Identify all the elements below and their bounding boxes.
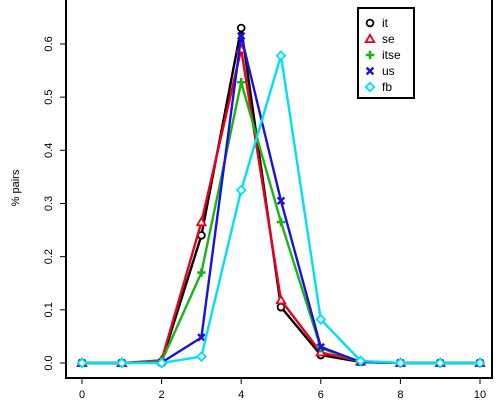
plot-area [65, 0, 493, 379]
data-point-fb [235, 184, 247, 196]
data-point-fb [76, 357, 88, 369]
legend-marker-fb [364, 81, 376, 93]
x-tick-label: 0 [79, 389, 85, 401]
data-point-us [236, 31, 246, 41]
data-point-se [275, 294, 287, 305]
data-point-fb [434, 357, 446, 369]
legend-label-itse: itse [382, 48, 401, 62]
legend-marker-se [364, 32, 376, 44]
data-point-se [195, 216, 208, 227]
x-axis: 0 2 4 6 8 10 [79, 378, 486, 401]
y-tick-label: 0.1 [43, 302, 55, 317]
plot-frame [65, 0, 493, 379]
series-fb [76, 50, 486, 369]
data-point-it [236, 23, 246, 33]
legend-label-se: se [382, 32, 395, 46]
y-tick-label: 0.6 [43, 36, 55, 51]
x-tick-label: 4 [238, 389, 244, 401]
data-point-us [316, 342, 326, 352]
x-tick-label: 6 [318, 389, 324, 401]
series-layer [76, 23, 486, 369]
y-tick-label: 0.4 [43, 143, 55, 158]
data-point-us [276, 196, 286, 206]
data-point-itse [276, 217, 286, 227]
data-point-fb [156, 357, 168, 369]
series-line-it [82, 26, 480, 365]
legend-marker-it [365, 18, 375, 28]
legend-marker-itse [365, 50, 375, 60]
legend-label-it: it [382, 16, 389, 30]
data-point-itse [197, 268, 206, 277]
y-tick-label: 0.5 [43, 89, 55, 104]
data-point-fb [474, 357, 486, 369]
data-point-fb [315, 313, 327, 325]
legend-label-fb: fb [382, 80, 392, 94]
data-point-us [197, 333, 206, 342]
y-axis: 0.0 0.1 0.2 0.3 0.4 0.5 0.6 [43, 36, 66, 371]
y-tick-label: 0.3 [43, 196, 55, 211]
series-line-se [82, 48, 480, 365]
x-tick-label: 2 [159, 389, 165, 401]
y-tick-label: 0.0 [43, 355, 55, 370]
data-point-fb [394, 357, 406, 369]
series-us [77, 31, 485, 368]
series-se [76, 43, 486, 368]
legend-label-us: us [382, 64, 395, 78]
legend-marker-us [365, 66, 375, 76]
y-axis-title: % pairs [10, 169, 22, 206]
data-point-fb [275, 50, 287, 62]
series-itse [77, 78, 485, 368]
data-point-fb [355, 355, 367, 367]
data-point-fb [116, 357, 128, 369]
y-tick-label: 0.2 [43, 249, 55, 264]
data-point-itse [237, 78, 246, 87]
data-point-fb [195, 351, 207, 363]
x-tick-label: 10 [474, 389, 486, 401]
series-it [77, 23, 485, 368]
x-tick-label: 8 [397, 389, 403, 401]
series-line-fb [82, 54, 480, 365]
